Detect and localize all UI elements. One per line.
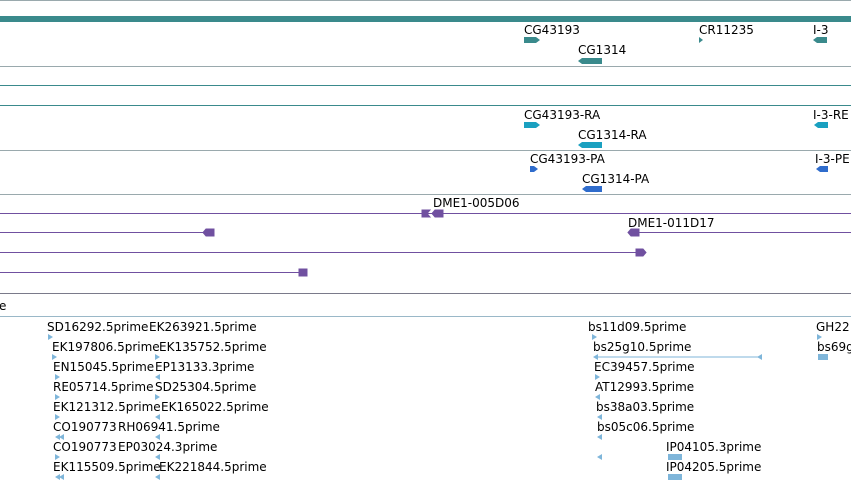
clone-DME1-011D17[interactable] bbox=[627, 228, 640, 237]
est-track bbox=[48, 334, 828, 480]
clone-DME1-005D06[interactable] bbox=[421, 209, 432, 218]
est-glyph[interactable] bbox=[155, 454, 160, 460]
est-label[interactable]: CO190773 bbox=[53, 420, 117, 434]
est-glyph[interactable] bbox=[597, 434, 602, 440]
est-glyph[interactable] bbox=[55, 394, 60, 400]
est-label[interactable]: EK197806.5prime bbox=[52, 340, 160, 354]
est-glyph[interactable] bbox=[55, 414, 60, 420]
protein-CG43193-PA[interactable] bbox=[530, 166, 538, 172]
gene-CG1314[interactable] bbox=[578, 58, 602, 64]
protein-label-CG1314-PA[interactable]: CG1314-PA bbox=[582, 172, 650, 186]
clone-end bbox=[202, 228, 215, 237]
est-label[interactable]: AT12993.5prime bbox=[595, 380, 695, 394]
est-label[interactable]: bs38a03.5prime bbox=[596, 400, 695, 414]
est-glyph[interactable] bbox=[155, 414, 160, 420]
gene-label-CR11235[interactable]: CR11235 bbox=[699, 23, 754, 37]
gene-I-3[interactable] bbox=[813, 37, 827, 43]
est-glyph[interactable] bbox=[595, 374, 600, 380]
est-label[interactable]: EK115509.5prime bbox=[53, 460, 161, 474]
est-label[interactable]: EK263921.5prime bbox=[149, 320, 257, 334]
protein-label-I-3-PB[interactable]: I-3-PE bbox=[815, 152, 850, 166]
gene-label-CG43193[interactable]: CG43193 bbox=[524, 23, 580, 37]
transcript-CG43193-RA-exon bbox=[533, 122, 537, 128]
est-glyph[interactable] bbox=[597, 454, 602, 460]
transcript-label-CG1314-RA[interactable]: CG1314-RA bbox=[578, 128, 647, 142]
est-glyph[interactable] bbox=[597, 414, 602, 420]
est-label[interactable]: EK165022.5prime bbox=[161, 400, 269, 414]
transcript-CG1314-RA[interactable] bbox=[578, 142, 602, 148]
est-label[interactable]: RE05714.5prime bbox=[53, 380, 154, 394]
est-glyph[interactable] bbox=[48, 334, 53, 340]
protein-label-CG43193-PA[interactable]: CG43193-PA bbox=[530, 152, 605, 166]
protein-I-3-PB[interactable] bbox=[816, 166, 828, 172]
est-label[interactable]: EK221844.5prime bbox=[159, 460, 267, 474]
est-glyph[interactable] bbox=[155, 354, 160, 360]
transcript-CG43193-RA[interactable] bbox=[524, 122, 540, 128]
est-label[interactable]: SD25304.5prime bbox=[155, 380, 257, 394]
est-label[interactable]: SD16292.5prime bbox=[47, 320, 149, 334]
est-label[interactable]: EK135752.5prime bbox=[159, 340, 267, 354]
transcript-I-3-RB[interactable] bbox=[814, 122, 828, 128]
est-label[interactable]: bs25g10.5prime bbox=[593, 340, 692, 354]
est-label[interactable]: GH22 bbox=[816, 320, 850, 334]
est-label[interactable]: EP13133.3prime bbox=[155, 360, 255, 374]
est-glyph[interactable] bbox=[757, 354, 762, 360]
est-glyph[interactable] bbox=[818, 354, 828, 360]
est-glyph[interactable] bbox=[668, 454, 682, 460]
gene-track bbox=[524, 37, 827, 64]
est-glyph[interactable] bbox=[155, 374, 160, 380]
clone-label-DME1-011D17[interactable]: DME1-011D17 bbox=[628, 216, 715, 230]
est-label[interactable]: EP03024.3prime bbox=[118, 440, 218, 454]
est-label[interactable]: IP04205.5prime bbox=[666, 460, 762, 474]
est-span-line bbox=[598, 356, 758, 358]
gene-label-I-3[interactable]: I-3 bbox=[813, 23, 829, 37]
clone-label-DME1-005D06[interactable]: DME1-005D06 bbox=[433, 196, 520, 210]
est-label[interactable]: bs69g bbox=[817, 340, 851, 354]
est-glyph[interactable] bbox=[52, 354, 57, 360]
est-label[interactable]: EC39457.5prime bbox=[594, 360, 695, 374]
protein-CG1314-PA[interactable] bbox=[582, 186, 602, 192]
est-label[interactable]: RH06941.5prime bbox=[118, 420, 220, 434]
transcript-label-CG43193-RA[interactable]: CG43193-RA bbox=[524, 108, 601, 122]
est-label[interactable]: EN15045.5prime bbox=[53, 360, 155, 374]
est-label[interactable]: IP04105.3prime bbox=[666, 440, 762, 454]
gene-CG43193[interactable] bbox=[524, 37, 540, 43]
est-glyph[interactable] bbox=[59, 434, 64, 440]
clone-end bbox=[298, 268, 308, 277]
est-glyph[interactable] bbox=[55, 374, 60, 380]
clone-DME1-005D06-b bbox=[431, 209, 444, 218]
est-label[interactable]: EK121312.5prime bbox=[53, 400, 161, 414]
est-glyph[interactable] bbox=[155, 474, 160, 480]
est-glyph[interactable] bbox=[595, 394, 600, 400]
est-label[interactable]: CO190773 bbox=[53, 440, 117, 454]
est-glyph[interactable] bbox=[592, 334, 597, 340]
clone-end bbox=[635, 248, 647, 257]
gene-label-CG1314[interactable]: CG1314 bbox=[578, 43, 627, 57]
transcript-label-I-3-RB[interactable]: I-3-RE bbox=[813, 108, 849, 122]
est-glyph[interactable] bbox=[55, 474, 60, 480]
est-glyph[interactable] bbox=[593, 354, 598, 360]
est-track-title: e bbox=[0, 299, 7, 313]
est-label[interactable]: bs05c06.5prime bbox=[597, 420, 695, 434]
est-glyph[interactable] bbox=[668, 474, 682, 480]
clone-track bbox=[0, 209, 851, 277]
est-glyph[interactable] bbox=[155, 394, 160, 400]
est-label[interactable]: bs11d09.5prime bbox=[588, 320, 687, 334]
est-glyph[interactable] bbox=[55, 454, 60, 460]
top-scale-bar bbox=[0, 16, 851, 22]
gene-CR11235[interactable] bbox=[699, 37, 703, 43]
est-glyph[interactable] bbox=[55, 434, 60, 440]
transcript-track bbox=[524, 122, 828, 148]
est-glyph[interactable] bbox=[59, 474, 64, 480]
protein-track bbox=[530, 166, 828, 192]
est-glyph[interactable] bbox=[817, 334, 822, 340]
est-glyph[interactable] bbox=[155, 434, 160, 440]
